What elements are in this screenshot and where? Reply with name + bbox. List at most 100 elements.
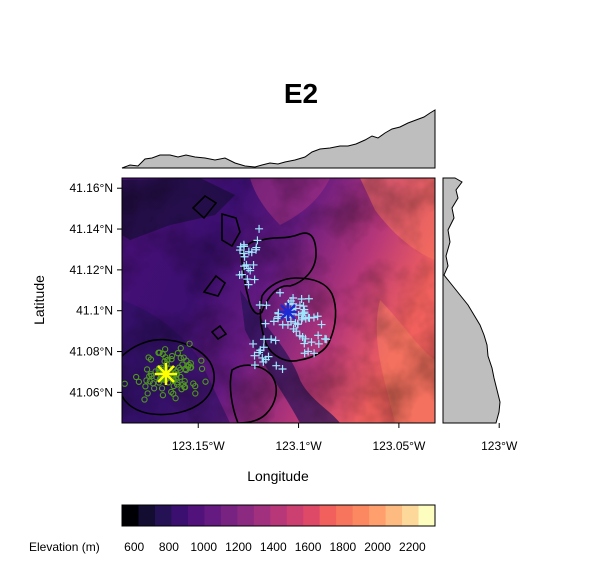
green-point xyxy=(147,356,155,363)
colorbar-swatch xyxy=(319,505,337,526)
colorbar-tick-label: 1000 xyxy=(190,540,217,554)
y-axis: 41.06°N 41.08°N 41.1°N 41.12°N 41.14°N 41.16°… xyxy=(70,178,123,423)
cyan-point xyxy=(298,309,307,318)
green-point xyxy=(144,390,151,397)
map-title: E2 xyxy=(284,78,318,109)
cyan-point xyxy=(267,335,276,344)
cyan-point xyxy=(299,302,308,311)
green-point xyxy=(186,340,193,347)
contour-ring xyxy=(191,194,218,220)
colorbar-frame xyxy=(121,504,436,527)
colorbar-tick-label: 1400 xyxy=(260,540,287,554)
cyan-point xyxy=(261,355,270,364)
colorbar-swatch xyxy=(303,505,321,526)
cyan-point xyxy=(286,317,295,326)
x-tick-label: 123.1°W xyxy=(275,439,322,453)
cyan-cluster-center xyxy=(279,303,297,321)
green-point xyxy=(198,357,205,364)
cyan-point xyxy=(300,305,309,314)
green-point xyxy=(143,377,150,384)
cyan-point xyxy=(304,294,313,303)
cyan-point xyxy=(249,339,258,348)
elevation-map xyxy=(122,178,435,423)
cyan-point xyxy=(304,347,313,356)
colorbar-tick-label: 800 xyxy=(159,540,179,554)
cyan-point xyxy=(269,317,278,326)
cyan-point xyxy=(255,224,264,233)
cyan-point xyxy=(258,353,267,362)
cyan-point xyxy=(295,301,304,310)
cyan-point xyxy=(259,343,268,352)
green-point xyxy=(158,385,166,392)
colorbar-swatch xyxy=(204,505,222,526)
cyan-point xyxy=(246,266,255,275)
cyan-point xyxy=(287,296,296,305)
y-tick-label: 41.06°N xyxy=(70,385,114,399)
colorbar-swatch xyxy=(171,505,189,526)
y-tick-label: 41.08°N xyxy=(70,345,114,359)
colorbar-tick-label: 2000 xyxy=(364,540,391,554)
contour-ring xyxy=(259,277,337,362)
cyan-point xyxy=(253,236,262,245)
cyan-point xyxy=(250,275,259,284)
cyan-point xyxy=(294,310,303,319)
cyan-point xyxy=(261,319,270,328)
colorbar-tick-label: 600 xyxy=(124,540,144,554)
cyan-point xyxy=(250,351,259,360)
green-point xyxy=(192,390,199,397)
terrain-texture xyxy=(122,178,435,423)
green-point xyxy=(135,378,143,385)
cyan-point xyxy=(242,260,251,269)
colorbar-swatch xyxy=(154,505,172,526)
colorbar-swatch xyxy=(187,505,205,526)
green-point xyxy=(168,388,175,396)
cyan-point xyxy=(272,361,281,370)
cyan-point xyxy=(314,331,323,340)
cyan-point xyxy=(322,335,331,344)
green-point xyxy=(161,346,169,353)
colorbar-swatch xyxy=(253,505,271,526)
cyan-point xyxy=(304,313,313,322)
green-point xyxy=(147,371,155,378)
colorbar-swatch xyxy=(138,505,156,526)
contour-ring xyxy=(240,232,317,315)
y-axis-title: Latitude xyxy=(31,275,47,325)
cyan-point xyxy=(239,249,248,258)
green-point xyxy=(173,381,181,388)
cyan-point xyxy=(297,315,306,324)
colorbar-swatch xyxy=(402,505,420,526)
colorbar-swatch xyxy=(385,505,403,526)
x-axis-title: Longitude xyxy=(247,468,309,484)
green-point xyxy=(198,365,206,372)
colorbar-swatch xyxy=(220,505,238,526)
contour-ring xyxy=(229,364,278,423)
green-point xyxy=(159,392,167,399)
top-marginal-density xyxy=(121,109,436,169)
y-tick-label: 41.12°N xyxy=(70,263,114,277)
cyan-point xyxy=(244,280,253,289)
cyan-point xyxy=(260,335,269,344)
cyan-point xyxy=(249,260,258,269)
colorbar-swatch xyxy=(286,505,304,526)
cyan-point xyxy=(235,270,244,279)
colorbar-tick-label: 1600 xyxy=(295,540,322,554)
cyan-point xyxy=(310,349,319,358)
density-contours xyxy=(122,194,337,423)
green-point xyxy=(133,373,140,381)
colorbar-tick-label: 1200 xyxy=(225,540,252,554)
cyan-point xyxy=(235,246,244,255)
green-point xyxy=(174,350,181,357)
colorbar-tick-label: 2200 xyxy=(399,540,426,554)
y-tick-label: 41.16°N xyxy=(70,181,114,195)
green-point xyxy=(168,352,176,360)
cyan-point xyxy=(278,364,287,373)
colorbar-tick-label: 1800 xyxy=(329,540,356,554)
cyan-point xyxy=(300,349,309,358)
green-point xyxy=(176,364,183,371)
cyan-point xyxy=(250,361,259,370)
cyan-point xyxy=(292,327,301,336)
green-point xyxy=(141,396,148,403)
colorbar-swatch xyxy=(237,505,255,526)
cyan-point xyxy=(244,264,253,273)
